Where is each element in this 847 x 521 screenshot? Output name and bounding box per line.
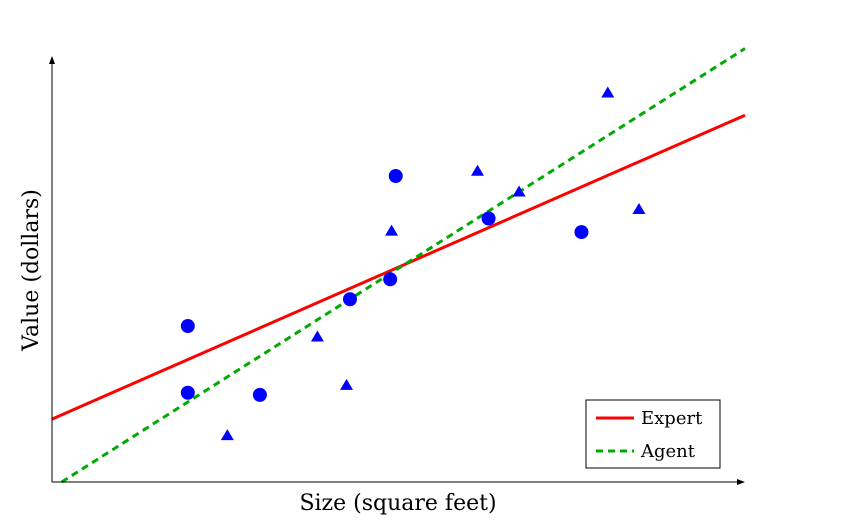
data-point-triangle (471, 164, 485, 176)
data-point-triangle (632, 202, 646, 214)
data-point-triangle (512, 185, 526, 197)
data-point-circle (180, 385, 195, 400)
data-point-circle (252, 387, 267, 402)
data-point-circle (180, 319, 195, 334)
series-line-agent (60, 47, 746, 484)
data-point-triangle (310, 330, 324, 342)
data-point-circle (574, 225, 589, 240)
data-point-circle (383, 272, 398, 287)
legend: Expert Agent (585, 399, 721, 469)
legend-label-expert: Expert (641, 408, 703, 429)
data-point-triangle (220, 429, 234, 441)
x-axis-label: Size (square feet) (299, 491, 496, 516)
plot-lines (51, 47, 746, 484)
data-point-triangle (385, 224, 399, 236)
data-point-circle (481, 211, 496, 226)
y-axis-label: Value (dollars) (19, 189, 44, 352)
legend-label-agent: Agent (640, 441, 696, 462)
data-point-triangle (601, 86, 615, 98)
data-point-circle (388, 169, 403, 183)
data-point-circle (342, 292, 357, 307)
legend-box (585, 399, 721, 469)
data-point-triangle (340, 378, 354, 390)
plot-points (180, 86, 646, 441)
